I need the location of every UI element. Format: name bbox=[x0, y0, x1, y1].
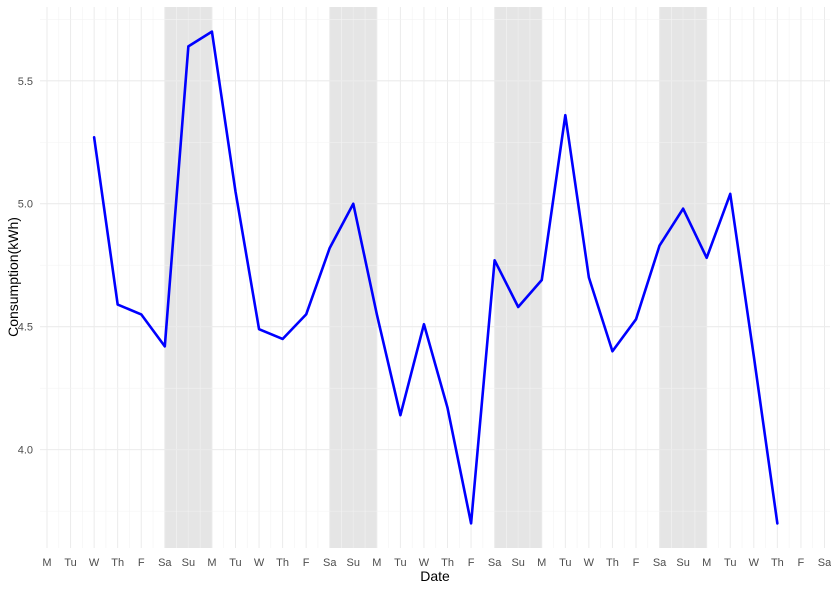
x-tick-label: Th bbox=[606, 557, 619, 569]
x-tick-label: F bbox=[798, 557, 805, 569]
x-tick-label: F bbox=[138, 557, 145, 569]
y-tick-label: 4.0 bbox=[18, 445, 33, 457]
x-tick-label: Sa bbox=[653, 557, 667, 569]
x-tick-label: Tu bbox=[229, 557, 241, 569]
y-tick-label: 5.0 bbox=[18, 199, 33, 211]
x-tick-label: M bbox=[372, 557, 381, 569]
x-tick-label: F bbox=[633, 557, 640, 569]
x-tick-label: Tu bbox=[394, 557, 406, 569]
x-tick-label: Th bbox=[111, 557, 124, 569]
x-tick-label: W bbox=[254, 557, 265, 569]
x-tick-label: M bbox=[537, 557, 546, 569]
y-tick-label: 5.5 bbox=[18, 76, 33, 88]
x-tick-label: Tu bbox=[724, 557, 736, 569]
x-tick-label: M bbox=[207, 557, 216, 569]
x-tick-label: W bbox=[749, 557, 760, 569]
x-tick-label: F bbox=[303, 557, 310, 569]
x-tick-label: Su bbox=[511, 557, 524, 569]
x-tick-label: Tu bbox=[559, 557, 571, 569]
x-tick-label: Su bbox=[182, 557, 195, 569]
x-tick-label: W bbox=[89, 557, 100, 569]
x-tick-label: Su bbox=[676, 557, 689, 569]
x-tick-label: Su bbox=[347, 557, 360, 569]
x-tick-label: Sa bbox=[488, 557, 502, 569]
y-axis-title: Consumption(kWh) bbox=[5, 217, 21, 337]
x-tick-label: Th bbox=[276, 557, 289, 569]
grid-lines bbox=[40, 7, 830, 548]
x-tick-label: Sa bbox=[323, 557, 337, 569]
x-tick-label: W bbox=[584, 557, 595, 569]
x-tick-label: Tu bbox=[64, 557, 76, 569]
x-tick-label: F bbox=[468, 557, 475, 569]
x-tick-label: Sa bbox=[158, 557, 172, 569]
x-axis-title: Date bbox=[420, 568, 450, 584]
x-tick-label: Th bbox=[771, 557, 784, 569]
x-tick-label: M bbox=[702, 557, 711, 569]
x-tick-label: Sa bbox=[818, 557, 831, 569]
x-tick-label: M bbox=[42, 557, 51, 569]
